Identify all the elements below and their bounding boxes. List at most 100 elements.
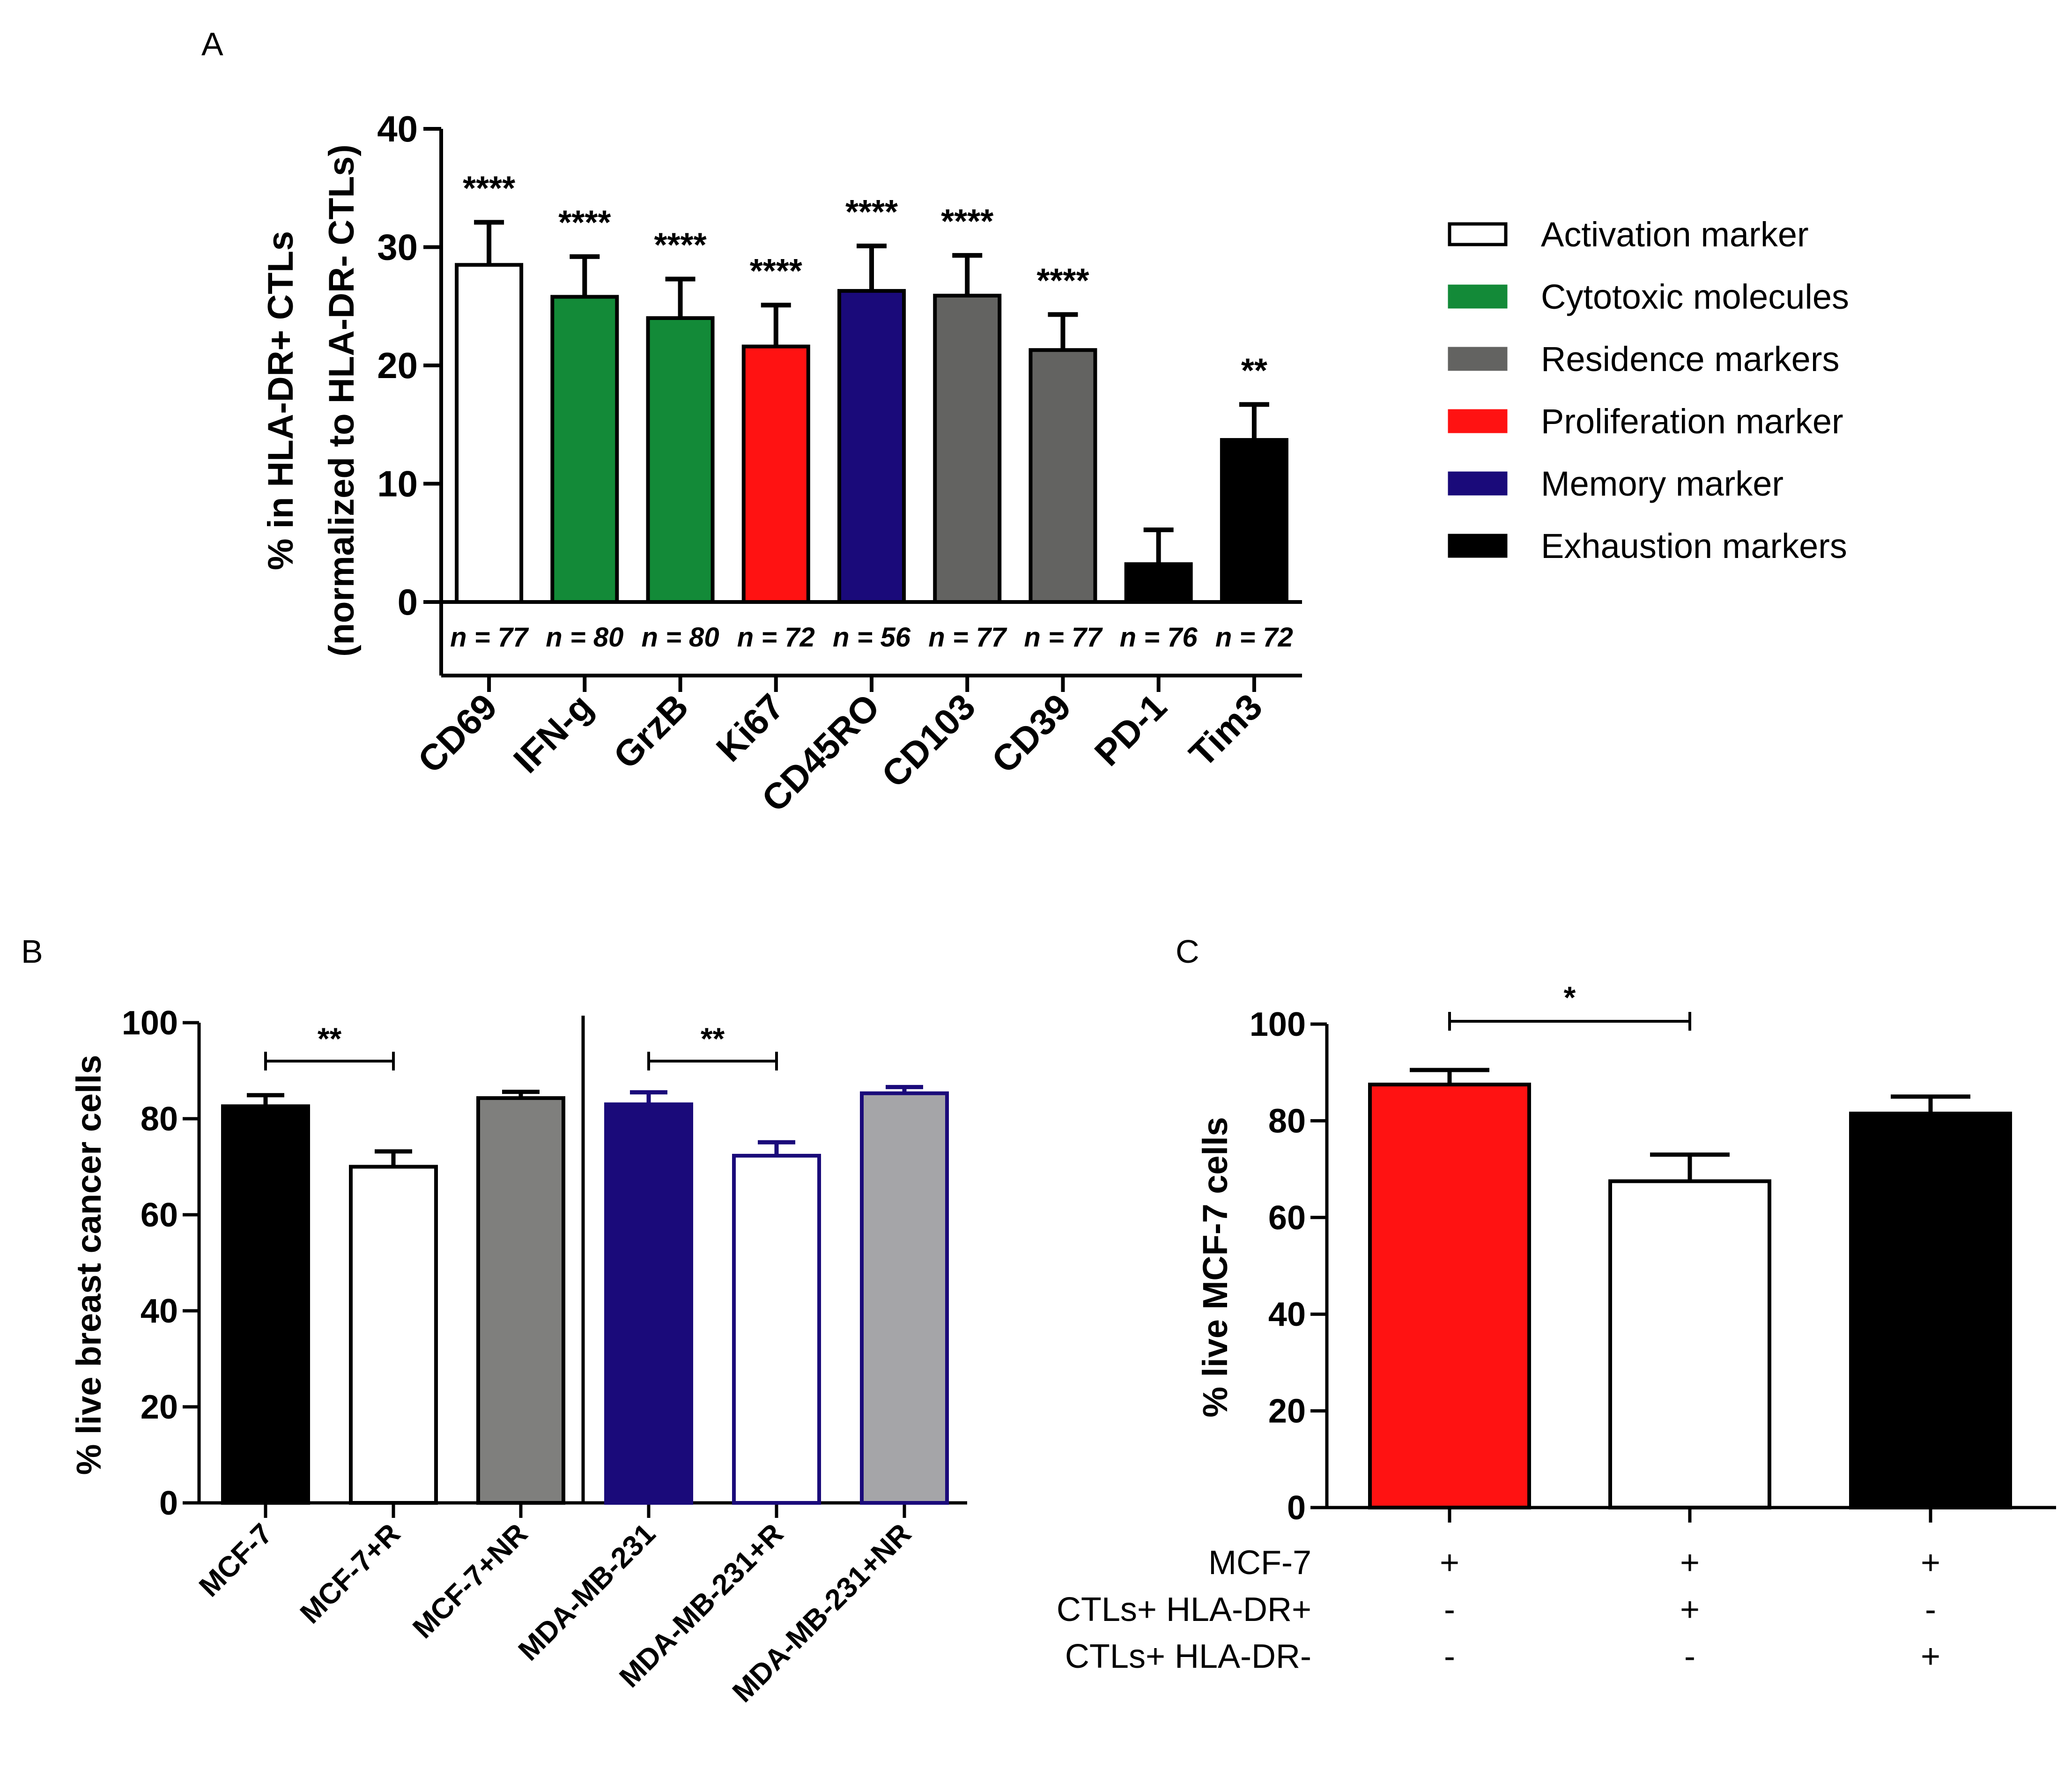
b-significance-label: **: [318, 1021, 342, 1056]
a-x-tick-label: IFN-g: [505, 686, 600, 781]
c-y-tick-label: 100: [1250, 1006, 1306, 1043]
panel-a-label: A: [201, 26, 223, 62]
b-significance-label: **: [701, 1021, 725, 1056]
a-significance: ****: [558, 204, 611, 242]
a-x-tick-label: GrzB: [606, 686, 696, 777]
legend-swatch-cytotoxic: [1448, 284, 1508, 309]
c-condition-label: CTLs+ HLA-DR-: [1065, 1638, 1311, 1675]
a-significance: ****: [941, 203, 993, 240]
a-significance: ****: [463, 170, 515, 207]
a-bar-grzb: [646, 316, 715, 604]
a-x-tick-label: PD-1: [1087, 686, 1175, 774]
c-bar: [1849, 1111, 2012, 1509]
c-significance-label: *: [1564, 980, 1576, 1015]
b-x-tick-label: MCF-7+R: [294, 1517, 407, 1630]
a-n-label: n = 77: [450, 622, 529, 653]
panel-c-bars: [1368, 1068, 2012, 1509]
legend-label-memory: Memory marker: [1541, 464, 1783, 503]
legend-swatch-activation: [1448, 222, 1508, 246]
panel-a-ylabel-line1: % in HLA-DR+ CTLs: [261, 231, 301, 570]
legend-label-proliferation: Proliferation marker: [1541, 402, 1843, 441]
c-bar: [1608, 1179, 1771, 1509]
legend-swatch-proliferation: [1448, 409, 1508, 433]
b-ylabel: % live breast cancer cells: [69, 1055, 108, 1475]
c-bar: [1368, 1083, 1531, 1509]
panel-b-axes: 0 20 40 60 80 100: [122, 1004, 967, 1522]
b-bar: [860, 1091, 949, 1505]
legend: Activation marker Cytotoxic molecules Resi…: [1448, 215, 1849, 565]
c-condition-value: +: [1921, 1544, 1940, 1582]
legend-label-cytotoxic: Cytotoxic molecules: [1541, 277, 1849, 316]
panel-c-label: C: [1176, 933, 1199, 970]
a-bar-cd103: [933, 294, 1002, 604]
a-y-tick-label: 20: [377, 345, 418, 386]
c-y-tick-label: 20: [1268, 1393, 1306, 1430]
a-x-tick-label: Ki67: [708, 686, 792, 770]
panel-b: B 0 20 40 60 80 100 % live breast cancer cell…: [21, 933, 967, 1709]
a-x-tick-label: CD103: [873, 686, 983, 795]
a-x-tick-label: CD69: [410, 686, 505, 781]
panel-a-ylabel-line2: (normalized to HLA-DR- CTLs): [322, 144, 362, 656]
a-n-label: n = 80: [642, 622, 719, 653]
c-y-tick-label: 0: [1287, 1489, 1306, 1527]
a-bar-cd39: [1029, 348, 1097, 604]
c-condition-value: +: [1680, 1591, 1700, 1628]
a-y-tick-label: 40: [377, 108, 418, 149]
panel-c-labels: % live MCF-7 cells * MCF-7 + + + CTLs+ HLA-DR+…: [1057, 980, 1940, 1675]
a-n-label: n = 80: [546, 622, 623, 653]
a-y-tick-label: 10: [377, 463, 418, 505]
a-bar-ki67: [741, 344, 810, 604]
a-n-label: n = 72: [737, 622, 815, 653]
a-bar-pd-1: [1124, 562, 1193, 604]
c-condition-value: +: [1440, 1544, 1459, 1582]
a-x-tick-label: Tim3: [1181, 686, 1270, 775]
b-x-tick-label: MCF-7+NR: [407, 1517, 534, 1645]
panel-b-bars: [221, 1085, 949, 1505]
a-y-tick-label: 30: [377, 227, 418, 268]
panel-b-label: B: [21, 933, 43, 970]
b-y-tick-label: 0: [159, 1485, 178, 1522]
a-n-label: n = 72: [1215, 622, 1293, 653]
c-condition-value: +: [1680, 1544, 1700, 1582]
c-y-tick-label: 60: [1268, 1199, 1306, 1237]
c-y-tick-label: 80: [1268, 1102, 1306, 1140]
legend-swatch-residence: [1448, 347, 1508, 371]
b-bar: [349, 1165, 438, 1505]
b-y-tick-label: 80: [141, 1100, 178, 1138]
legend-swatch-exhaustion: [1448, 534, 1508, 558]
b-bar: [604, 1102, 693, 1505]
b-y-tick-label: 40: [141, 1293, 178, 1330]
a-bar-tim3: [1220, 438, 1288, 604]
c-condition-value: -: [1444, 1591, 1455, 1628]
c-condition-value: -: [1684, 1638, 1695, 1675]
c-ylabel: % live MCF-7 cells: [1196, 1117, 1235, 1418]
b-y-tick-label: 60: [141, 1196, 178, 1234]
panel-a: A % in HLA-DR+ CTLs (normalized to HLA-D…: [201, 26, 1302, 820]
legend-swatch-memory: [1448, 471, 1508, 496]
a-bar-cd45ro: [837, 289, 906, 604]
b-bar: [476, 1096, 565, 1505]
a-significance: **: [1241, 352, 1267, 389]
panel-a-bars: [455, 220, 1288, 604]
legend-label-residence: Residence markers: [1541, 340, 1839, 379]
a-n-label: n = 56: [833, 622, 911, 653]
legend-label-exhaustion: Exhaustion markers: [1541, 527, 1847, 565]
a-bar-ifn-g: [550, 295, 619, 604]
panel-c: C 0 20 40 60 80 100 % live MCF-7 cells * MCF-7 +…: [1057, 933, 2056, 1675]
c-condition-value: -: [1444, 1638, 1455, 1675]
a-significance: ****: [750, 253, 802, 290]
b-bar: [221, 1104, 310, 1505]
b-y-tick-label: 100: [122, 1004, 178, 1042]
a-n-label: n = 77: [928, 622, 1007, 653]
b-x-tick-label: MCF-7: [193, 1517, 279, 1603]
c-condition-value: +: [1921, 1638, 1940, 1675]
a-significance: ****: [654, 227, 707, 264]
a-x-tick-label: CD39: [984, 686, 1079, 781]
b-bar: [732, 1153, 821, 1505]
a-significance: ****: [1036, 262, 1089, 299]
a-significance: ****: [845, 193, 898, 231]
a-bar-cd69: [455, 263, 524, 604]
legend-label-activation: Activation marker: [1541, 215, 1809, 254]
a-n-label: n = 76: [1120, 622, 1198, 653]
